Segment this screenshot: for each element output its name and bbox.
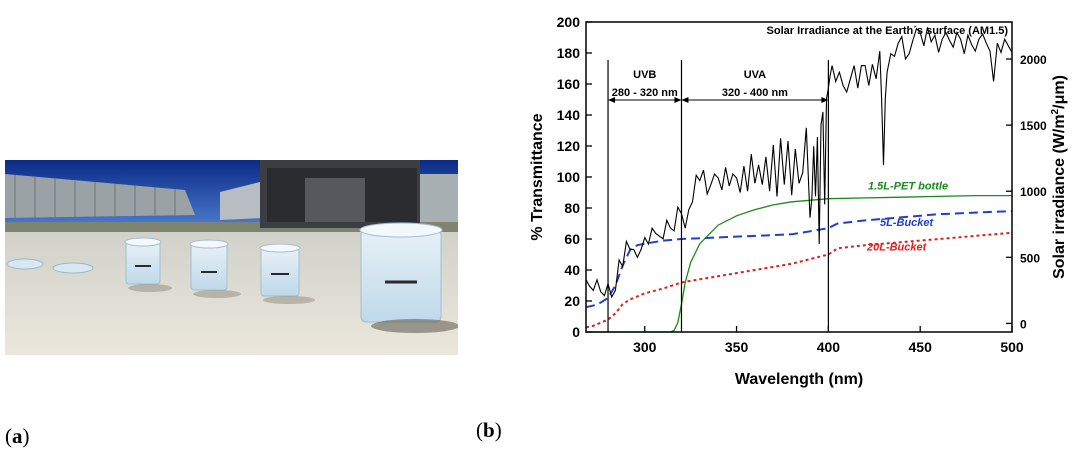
series-label: 5L-Bucket — [880, 217, 935, 229]
axis-ticks: 300 350 400 450 500 0 20 40 60 80 100 120 140 160 180 2… — [557, 14, 1047, 355]
series-line-3 — [585, 27, 1013, 299]
series-line-1 — [585, 210, 1013, 309]
x-axis-label: Wavelength (nm) — [735, 371, 863, 388]
arrowhead — [608, 97, 616, 103]
y2-tick-label: 2000 — [1020, 53, 1047, 67]
band-annotations: UVB 280 - 320 nm UVA 320 - 400 nm — [607, 60, 829, 332]
x-tick-label: 500 — [1000, 339, 1024, 355]
series-label: 20L-Bucket — [866, 242, 928, 254]
y-tick-label: 140 — [557, 107, 581, 123]
panel-label-b: (b) — [476, 418, 502, 442]
photo-illustration — [5, 160, 458, 355]
container-1 — [124, 237, 172, 292]
y-tick-label: 160 — [557, 76, 581, 92]
band-range: 320 - 400 nm — [722, 87, 788, 99]
y-tick-label: 200 — [557, 14, 581, 30]
band-range: 280 - 320 nm — [612, 87, 678, 99]
x-tick-label: 350 — [725, 339, 749, 355]
y-tick-label: 0 — [572, 324, 580, 340]
y-tick-label: 100 — [557, 169, 581, 185]
series-label: 1.5L-PET bottle — [868, 181, 948, 193]
container-2 — [189, 239, 241, 298]
x-tick-label: 400 — [817, 339, 841, 355]
arrowhead — [681, 97, 689, 103]
plot-lines — [585, 27, 1013, 333]
container-3 — [259, 243, 315, 304]
series-labels: 1.5L-PET bottle 5L-Bucket 20L-Bucket — [866, 181, 948, 254]
x-tick-label: 450 — [909, 339, 933, 355]
transmittance-chart: 300 350 400 450 500 0 20 40 60 80 100 120 140 160 180 2… — [529, 14, 1068, 388]
arrowhead — [821, 97, 829, 103]
series-line-0 — [586, 194, 1012, 333]
chart-title: Solar Irradiance at the Earth´s surface … — [767, 25, 1009, 37]
x-tick-label: 300 — [633, 339, 657, 355]
y2-tick-label: 1500 — [1020, 119, 1047, 133]
container-4 — [359, 222, 458, 333]
y-tick-label: 180 — [557, 45, 581, 61]
y2-tick-label: 500 — [1020, 251, 1040, 265]
y-axis-label: % Transmittance — [529, 113, 546, 240]
arrowhead — [674, 97, 682, 103]
series-line-2 — [585, 231, 1013, 329]
y-tick-label: 40 — [564, 262, 580, 278]
y2-tick-label: 1000 — [1020, 185, 1047, 199]
y-tick-label: 20 — [564, 293, 580, 309]
y-tick-label: 80 — [564, 200, 580, 216]
y-tick-label: 120 — [557, 138, 581, 154]
band-name: UVA — [744, 69, 766, 81]
photo-containers — [5, 160, 458, 355]
y2-tick-label: 0 — [1020, 317, 1027, 331]
y-tick-label: 60 — [564, 231, 580, 247]
band-name: UVB — [633, 69, 656, 81]
y2-axis-label: Solar irradiance (W/m2/μm) — [1050, 75, 1068, 279]
panel-label-a: (a) — [5, 424, 30, 448]
